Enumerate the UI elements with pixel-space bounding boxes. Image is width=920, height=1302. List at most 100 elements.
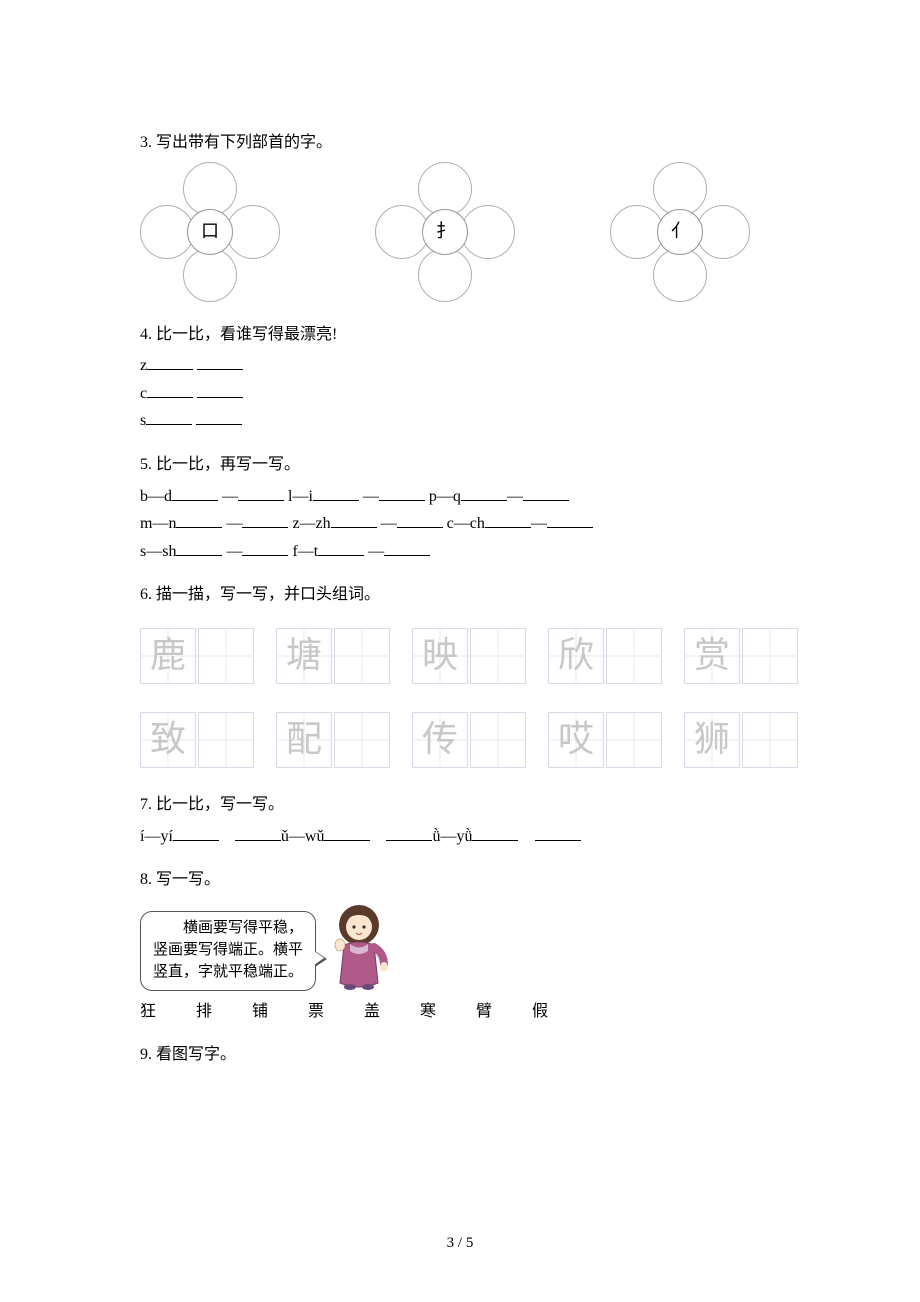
q8-title: 8. 写一写。 <box>140 867 780 893</box>
pair: s—sh <box>140 543 176 560</box>
pair: p—q <box>429 488 461 505</box>
flower-2: 扌 <box>375 162 515 302</box>
petal[interactable] <box>140 205 194 259</box>
blank[interactable] <box>172 500 218 501</box>
pair: z—zh <box>292 515 330 532</box>
trace-cell-blank[interactable] <box>198 712 254 768</box>
question-8: 8. 写一写。 横画要写得平稳， 竖画要写得端正。横平 竖直，字就平稳端正。 <box>140 867 780 1024</box>
blank[interactable] <box>173 840 219 841</box>
question-5: 5. 比一比，再写一写。 b—d — l—i — p—q— m—n — z—zh… <box>140 452 780 564</box>
flower-center: 扌 <box>422 209 468 255</box>
blank[interactable] <box>318 555 364 556</box>
petal[interactable] <box>226 205 280 259</box>
pair: ǜ—yǜ <box>432 828 472 845</box>
question-4: 4. 比一比，看谁写得最漂亮! z c s <box>140 322 780 434</box>
flower-center: 亻 <box>657 209 703 255</box>
question-7: 7. 比一比，写一写。 í—yí ǔ—wǔ ǜ—yǜ <box>140 792 780 849</box>
blank[interactable] <box>176 555 222 556</box>
blank[interactable] <box>146 424 192 425</box>
petal[interactable] <box>696 205 750 259</box>
q7-title: 7. 比一比，写一写。 <box>140 792 780 818</box>
blank[interactable] <box>384 555 430 556</box>
blank[interactable] <box>242 527 288 528</box>
blank[interactable] <box>196 424 242 425</box>
trace-cell-blank[interactable] <box>606 712 662 768</box>
trace-cell-blank[interactable] <box>742 712 798 768</box>
petal[interactable] <box>653 162 707 216</box>
flower-center: 口 <box>187 209 233 255</box>
trace-row-1: 鹿 塘 映 欣 赏 <box>140 628 780 684</box>
q5-row: s—sh — f—t — <box>140 539 780 565</box>
question-3: 3. 写出带有下列部首的字。 口 扌 亻 <box>140 130 780 302</box>
q4-line: s <box>140 408 780 434</box>
page-number: 3 / 5 <box>0 1235 920 1252</box>
trace-cell-blank[interactable] <box>470 712 526 768</box>
flower-row: 口 扌 亻 <box>140 162 780 302</box>
blank[interactable] <box>535 840 581 841</box>
trace-cell-blank[interactable] <box>606 628 662 684</box>
flower-1: 口 <box>140 162 280 302</box>
trace-cell[interactable]: 映 <box>412 628 468 684</box>
trace-cell[interactable]: 塘 <box>276 628 332 684</box>
petal[interactable] <box>610 205 664 259</box>
trace-cell-blank[interactable] <box>470 628 526 684</box>
bubble-line: 竖直，字就平稳端正。 <box>153 962 303 984</box>
speech-row: 横画要写得平稳， 竖画要写得端正。横平 竖直，字就平稳端正。 <box>140 901 780 991</box>
blank[interactable] <box>331 527 377 528</box>
trace-cell[interactable]: 鹿 <box>140 628 196 684</box>
blank[interactable] <box>324 840 370 841</box>
blank[interactable] <box>461 500 507 501</box>
question-6: 6. 描一描，写一写，并口头组词。 鹿 塘 映 欣 赏 致 配 传 哎 狮 <box>140 582 780 774</box>
pair: c—ch <box>447 515 485 532</box>
trace-cell[interactable]: 哎 <box>548 712 604 768</box>
blank[interactable] <box>197 369 243 370</box>
q4-letter: s <box>140 412 146 429</box>
petal[interactable] <box>461 205 515 259</box>
blank[interactable] <box>523 500 569 501</box>
q8-chars: 狂 排 铺 票 盖 寒 臂 假 <box>140 999 780 1025</box>
blank[interactable] <box>397 527 443 528</box>
blank[interactable] <box>147 369 193 370</box>
petal[interactable] <box>418 162 472 216</box>
blank[interactable] <box>242 555 288 556</box>
trace-row-2: 致 配 传 哎 狮 <box>140 712 780 768</box>
petal[interactable] <box>418 248 472 302</box>
q4-letter: z <box>140 357 147 374</box>
blank[interactable] <box>485 527 531 528</box>
trace-cell[interactable]: 狮 <box>684 712 740 768</box>
q5-row: m—n — z—zh — c—ch— <box>140 511 780 537</box>
trace-cell[interactable]: 传 <box>412 712 468 768</box>
blank[interactable] <box>238 500 284 501</box>
trace-cell-blank[interactable] <box>742 628 798 684</box>
blank[interactable] <box>472 840 518 841</box>
trace-cell[interactable]: 致 <box>140 712 196 768</box>
blank[interactable] <box>547 527 593 528</box>
trace-cell[interactable]: 欣 <box>548 628 604 684</box>
petal[interactable] <box>375 205 429 259</box>
blank[interactable] <box>379 500 425 501</box>
trace-cell[interactable]: 配 <box>276 712 332 768</box>
blank[interactable] <box>235 840 281 841</box>
blank[interactable] <box>147 397 193 398</box>
trace-cell-blank[interactable] <box>334 712 390 768</box>
q7-row: í—yí ǔ—wǔ ǜ—yǜ <box>140 824 780 850</box>
blank[interactable] <box>386 840 432 841</box>
trace-cell[interactable]: 赏 <box>684 628 740 684</box>
q5-title: 5. 比一比，再写一写。 <box>140 452 780 478</box>
petal[interactable] <box>653 248 707 302</box>
petal[interactable] <box>183 162 237 216</box>
trace-cell-blank[interactable] <box>334 628 390 684</box>
blank[interactable] <box>197 397 243 398</box>
pair: b—d <box>140 488 172 505</box>
blank[interactable] <box>313 500 359 501</box>
petal[interactable] <box>183 248 237 302</box>
blank[interactable] <box>176 527 222 528</box>
pair: í—yí <box>140 828 173 845</box>
trace-cell-blank[interactable] <box>198 628 254 684</box>
q3-title: 3. 写出带有下列部首的字。 <box>140 130 780 156</box>
pair: ǔ—wǔ <box>281 828 325 845</box>
girl-illustration <box>324 901 394 991</box>
flower-3: 亻 <box>610 162 750 302</box>
bubble-line: 横画要写得平稳， <box>153 918 303 940</box>
q4-line: c <box>140 381 780 407</box>
